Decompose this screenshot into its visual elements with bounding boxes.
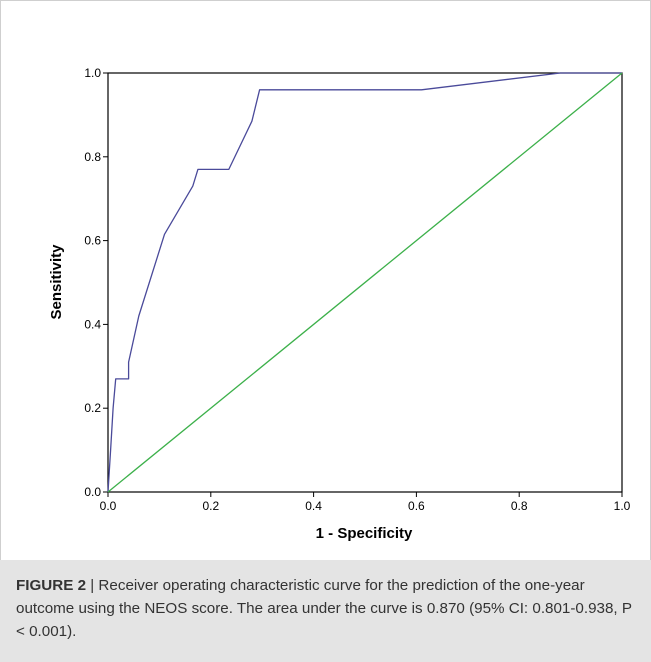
x-tick-label: 0.8 [511,499,528,513]
x-tick-label: 0.0 [100,499,117,513]
y-tick-label: 0.6 [84,234,101,248]
y-tick-label: 0.8 [84,150,101,164]
x-tick-label: 0.2 [202,499,219,513]
reference-diagonal-line [107,72,623,493]
roc-curve-line [107,72,622,493]
x-axis-label: 1 - Specificity [316,525,413,542]
roc-chart: 0.0 0.2 0.4 0.6 0.8 1.0 0.0 0.2 0.4 0.6 0.8 1.0 1 -… [48,66,631,542]
caption-area: FIGURE 2 | Receiver operating characteri… [0,560,651,662]
x-tick-label: 0.4 [305,499,322,513]
y-tick-label: 0.0 [84,485,101,499]
y-tick-label: 0.4 [84,317,101,331]
caption-text: | Receiver operating characteristic curv… [16,577,632,640]
figure-label: FIGURE 2 [16,577,87,594]
y-tick-label: 0.2 [84,401,101,415]
plot-area-border [107,72,623,493]
y-axis-label: Sensitivity [48,244,65,320]
x-tick-label: 1.0 [614,499,631,513]
y-tick-label: 1.0 [84,66,101,80]
x-tick-label: 0.6 [408,499,425,513]
figure-frame: 0.0 0.2 0.4 0.6 0.8 1.0 0.0 0.2 0.4 0.6 0.8 1.0 1 -… [0,0,651,561]
figure-caption: FIGURE 2 | Receiver operating characteri… [16,574,636,643]
